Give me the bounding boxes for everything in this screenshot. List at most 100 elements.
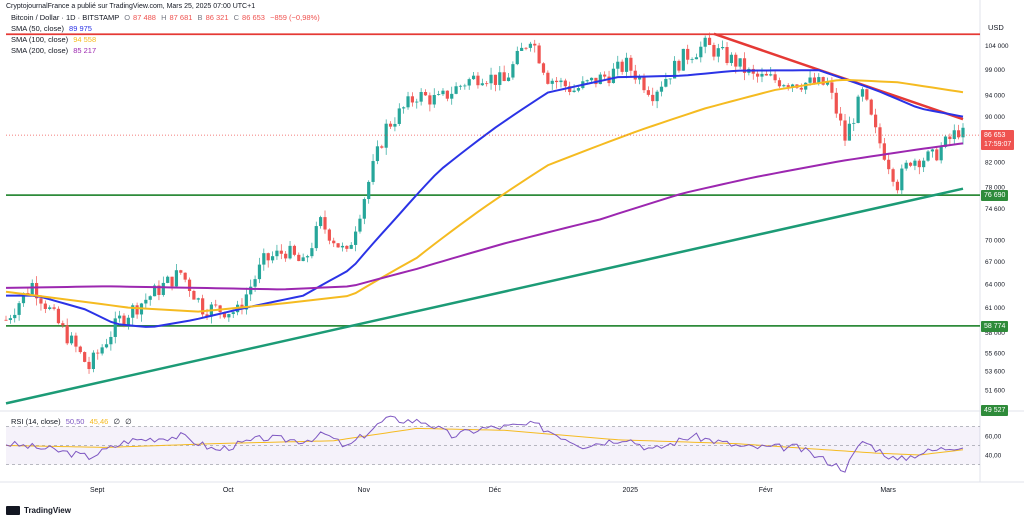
candle-body	[323, 217, 327, 230]
candle-30	[135, 302, 139, 319]
candle-103	[454, 82, 458, 95]
candle-97	[428, 92, 432, 112]
candle-140	[616, 55, 620, 76]
price-tick-9: 67 000	[985, 259, 1005, 266]
candle-84	[371, 154, 375, 185]
candle-body	[69, 335, 74, 344]
candle-body	[428, 95, 432, 105]
candle-60	[266, 252, 270, 268]
candle-body	[30, 282, 34, 295]
candle-body	[288, 245, 292, 259]
candle-body	[415, 101, 419, 103]
candle-body	[908, 162, 913, 166]
candle-body	[437, 94, 441, 95]
candle-body	[327, 229, 331, 241]
brand-label: TradingView	[24, 506, 71, 515]
candle-87	[384, 119, 388, 155]
price-tag-last-price-line-0: 86 653	[984, 132, 1006, 140]
rsi-signal-value: 45,46	[89, 417, 109, 426]
rsi-legend[interactable]: RSI (14, close) 50,50 45,46 ∅ ∅	[11, 417, 132, 426]
candle-body	[284, 253, 288, 259]
candle-3	[17, 301, 21, 321]
candle-body	[257, 264, 262, 280]
ohlc-low: 86 321	[205, 13, 229, 22]
candle-body	[712, 44, 716, 57]
candle-body	[393, 123, 397, 127]
candle-body	[856, 96, 860, 123]
candle-34	[152, 283, 157, 297]
candle-37	[166, 275, 170, 284]
legend-sma100[interactable]: SMA (100, close) 94 558	[11, 35, 96, 44]
price-tick-13: 55 600	[985, 351, 1005, 358]
price-tick-14: 53 600	[985, 369, 1005, 376]
candle-body	[34, 282, 39, 299]
candle-body	[292, 245, 297, 255]
candle-159	[699, 41, 703, 63]
candle-body	[852, 122, 856, 124]
candle-10	[48, 305, 52, 311]
ohlc-close-label: C	[233, 13, 240, 22]
candle-body	[454, 86, 458, 94]
candle-90	[397, 103, 401, 126]
candle-178	[782, 83, 786, 88]
candle-176	[773, 71, 777, 84]
price-tag-bottom-line-0: 49 527	[984, 407, 1006, 414]
candle-70	[310, 242, 314, 259]
ohlc-change: −859 (−0,98%)	[270, 13, 320, 22]
candle-209	[917, 158, 921, 175]
candle-118	[520, 42, 524, 52]
candle-64	[284, 251, 288, 262]
candle-body	[777, 80, 782, 87]
candle-59	[262, 248, 266, 271]
candle-14	[65, 318, 69, 346]
candle-body	[769, 74, 773, 76]
candle-217	[952, 124, 956, 145]
candle-body	[406, 96, 410, 108]
currency-label[interactable]: USD	[988, 23, 1004, 32]
candle-body	[78, 346, 82, 353]
ohlc-high-label: H	[161, 13, 167, 22]
candle-16	[74, 332, 78, 353]
candle-body	[65, 325, 69, 344]
candle-210	[922, 157, 926, 173]
candle-body	[367, 181, 371, 200]
candle-body	[716, 48, 720, 57]
candle-187	[821, 76, 825, 86]
candle-93	[410, 92, 414, 107]
candle-body	[231, 312, 235, 315]
candle-0	[4, 315, 8, 321]
candle-body	[563, 80, 567, 87]
candle-body	[550, 80, 554, 84]
tradingview-brand[interactable]: TradingView	[6, 506, 71, 515]
candle-13	[61, 320, 65, 328]
candle-76	[336, 243, 340, 248]
candle-body	[825, 82, 830, 85]
candle-body	[122, 315, 126, 325]
candle-158	[694, 53, 699, 60]
legend-sma200[interactable]: SMA (200, close) 85 217	[11, 46, 96, 55]
candle-body	[397, 108, 401, 124]
candle-77	[340, 242, 345, 252]
candle-40	[179, 269, 183, 275]
candle-119	[524, 46, 528, 51]
candle-80	[353, 226, 358, 252]
price-tag-bottom: 49 527	[981, 405, 1009, 416]
candle-208	[913, 158, 917, 171]
candle-216	[948, 133, 952, 145]
candle-body	[485, 83, 489, 85]
price-tick-1: 99 000	[985, 67, 1005, 74]
candle-82	[362, 197, 366, 225]
candle-143	[629, 54, 633, 77]
candle-body	[703, 37, 707, 47]
legend-sma50[interactable]: SMA (50, close) 89 975	[11, 24, 92, 33]
candle-body	[891, 169, 895, 182]
candle-body	[467, 79, 471, 86]
candle-196	[860, 87, 865, 102]
candle-body	[520, 47, 524, 51]
candle-120	[528, 41, 532, 52]
candle-body	[860, 89, 865, 97]
candle-121	[533, 39, 537, 53]
tradingview-logo-icon	[6, 506, 20, 515]
